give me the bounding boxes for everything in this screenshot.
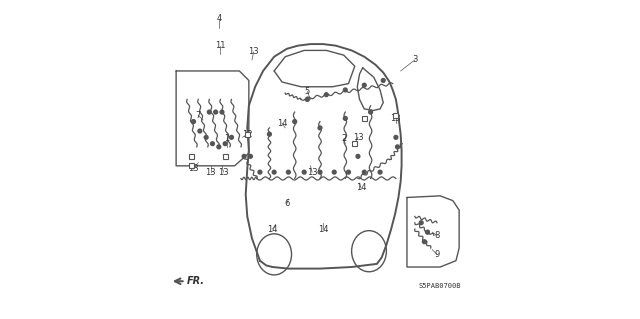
Text: 9: 9: [435, 250, 440, 259]
Circle shape: [344, 116, 347, 120]
Text: 1: 1: [224, 134, 229, 144]
Circle shape: [191, 120, 195, 123]
Bar: [394, 113, 399, 118]
Circle shape: [242, 154, 246, 158]
Text: 14: 14: [268, 225, 278, 234]
Circle shape: [217, 145, 221, 149]
Text: 6: 6: [284, 199, 289, 208]
Circle shape: [394, 136, 398, 139]
Text: 13: 13: [188, 165, 199, 174]
Circle shape: [248, 154, 252, 158]
Circle shape: [302, 170, 306, 174]
Circle shape: [347, 170, 350, 174]
Circle shape: [422, 240, 426, 244]
Text: 13: 13: [205, 168, 216, 177]
Circle shape: [369, 110, 372, 114]
Bar: [244, 132, 250, 137]
Circle shape: [207, 110, 211, 114]
Circle shape: [287, 170, 291, 174]
Circle shape: [318, 126, 322, 130]
Bar: [223, 154, 228, 159]
Text: S5PAB0700B: S5PAB0700B: [418, 283, 461, 289]
Circle shape: [268, 132, 271, 136]
Text: 12: 12: [242, 130, 253, 139]
Circle shape: [426, 230, 429, 234]
Circle shape: [419, 221, 423, 225]
Circle shape: [332, 170, 336, 174]
Text: 2: 2: [341, 134, 346, 144]
Circle shape: [362, 83, 366, 87]
Text: 13: 13: [218, 168, 229, 177]
Circle shape: [272, 170, 276, 174]
Text: 3: 3: [412, 56, 417, 64]
Circle shape: [356, 154, 360, 158]
Circle shape: [378, 170, 382, 174]
Text: 8: 8: [435, 231, 440, 240]
Circle shape: [305, 98, 309, 101]
Text: 5: 5: [305, 87, 310, 96]
Text: FR.: FR.: [187, 276, 205, 286]
Circle shape: [223, 142, 227, 145]
Bar: [362, 116, 367, 121]
Circle shape: [230, 136, 234, 139]
Circle shape: [362, 170, 366, 174]
Bar: [352, 141, 357, 146]
Text: 13: 13: [307, 168, 317, 177]
Circle shape: [396, 145, 399, 149]
Text: 14: 14: [356, 183, 366, 192]
Circle shape: [324, 93, 328, 97]
Text: 11: 11: [215, 41, 226, 50]
Circle shape: [381, 78, 385, 82]
Circle shape: [198, 129, 202, 133]
Bar: [189, 163, 195, 168]
Circle shape: [214, 110, 218, 114]
Circle shape: [344, 88, 347, 92]
Text: 14: 14: [277, 119, 287, 128]
Circle shape: [211, 142, 214, 145]
Text: 13: 13: [390, 114, 401, 123]
Text: 4: 4: [216, 14, 221, 23]
Bar: [189, 154, 195, 159]
Text: 7: 7: [196, 111, 201, 120]
Circle shape: [318, 170, 322, 174]
Circle shape: [258, 170, 262, 174]
Text: 14: 14: [318, 225, 328, 234]
Text: 13: 13: [353, 133, 364, 142]
Circle shape: [220, 110, 224, 114]
Circle shape: [293, 120, 296, 123]
Circle shape: [204, 136, 208, 139]
Text: 13: 13: [248, 48, 259, 56]
